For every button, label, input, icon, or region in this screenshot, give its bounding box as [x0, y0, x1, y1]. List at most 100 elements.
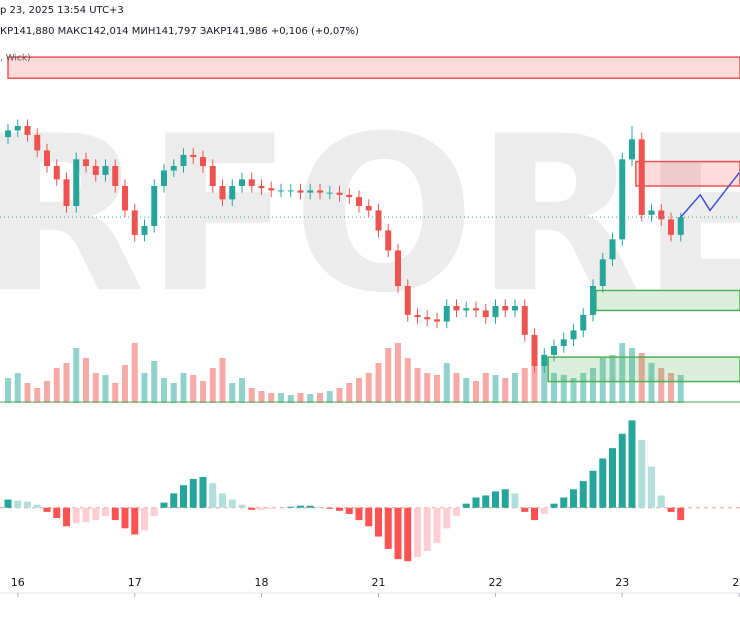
- candle-body: [414, 314, 421, 318]
- x-tick-label: 17: [128, 576, 142, 589]
- volume-bar: [560, 375, 567, 403]
- candle-body: [122, 186, 128, 211]
- histogram-bar: [579, 481, 587, 508]
- candle-body: [297, 190, 304, 193]
- histogram-bar: [638, 439, 646, 508]
- candle-body: [63, 179, 70, 206]
- candle-body: [551, 346, 557, 355]
- candle-body: [521, 306, 528, 335]
- histogram-bar: [540, 507, 548, 514]
- volume-bar: [219, 358, 226, 403]
- candle-body: [404, 286, 411, 315]
- volume-bar: [668, 373, 674, 403]
- x-tick-label: 24: [732, 576, 740, 589]
- candle-body: [658, 210, 665, 220]
- histogram-bar: [248, 507, 256, 510]
- volume-bar: [492, 375, 499, 403]
- histogram-bar: [677, 507, 685, 521]
- histogram-bar: [462, 503, 470, 508]
- volume-bar: [658, 368, 665, 403]
- candle-body: [395, 250, 401, 286]
- histogram-bar: [336, 507, 343, 511]
- histogram-bar: [550, 503, 558, 508]
- histogram-bar: [394, 507, 402, 560]
- candle-body: [92, 166, 99, 175]
- histogram-bar: [43, 507, 51, 512]
- candle-body: [638, 139, 645, 215]
- histogram-bar: [501, 489, 509, 508]
- histogram-bar: [189, 479, 197, 508]
- watermark: RFOREX: [0, 89, 740, 340]
- volume-bar: [200, 381, 206, 403]
- histogram-bar: [92, 507, 100, 521]
- zone: [547, 356, 740, 383]
- candle-body: [73, 159, 80, 206]
- candle-body: [34, 134, 41, 151]
- volume-bar: [677, 375, 684, 403]
- volume-bar: [531, 353, 538, 403]
- volume-bar: [551, 373, 557, 403]
- volume-bar: [44, 381, 50, 403]
- volume-bar: [63, 363, 70, 403]
- candle-body: [375, 210, 382, 231]
- histogram-bar: [657, 495, 665, 508]
- histogram-bar: [531, 507, 538, 521]
- volume-bar: [326, 391, 333, 403]
- candle-body: [278, 190, 284, 192]
- volume-bar: [609, 355, 616, 403]
- volume-bar: [648, 363, 655, 403]
- histogram-bar: [628, 420, 636, 508]
- candle-body: [209, 166, 216, 186]
- volume-bar: [297, 393, 304, 403]
- histogram-bar: [267, 507, 275, 509]
- volume-bar: [541, 363, 548, 403]
- volume-bar: [190, 375, 197, 403]
- histogram-bar: [63, 507, 70, 527]
- histogram-bar: [345, 507, 353, 514]
- candle-body: [385, 230, 392, 251]
- zone: [595, 289, 740, 312]
- volume-bar: [434, 375, 440, 403]
- candle-body: [239, 179, 245, 186]
- zone: [7, 56, 740, 79]
- histogram-bar: [53, 507, 61, 519]
- histogram-bar: [170, 493, 178, 508]
- histogram-bar: [648, 466, 655, 508]
- ohlc-summary: КР141,880 МАКС142,014 МИН141,797 ЗАКР141…: [0, 26, 359, 37]
- volume-bar: [92, 373, 99, 403]
- candle-body: [268, 188, 275, 191]
- volume-bar: [131, 343, 138, 403]
- candle-body: [346, 194, 353, 198]
- volume-bar: [385, 348, 392, 403]
- volume-bar: [170, 383, 177, 403]
- histogram-bar: [433, 507, 441, 543]
- histogram-bar: [453, 507, 460, 516]
- volume-bar: [346, 383, 353, 403]
- candle-body: [44, 150, 50, 166]
- histogram-bar: [404, 507, 412, 562]
- histogram-bar: [423, 507, 431, 551]
- volume-bar: [83, 358, 89, 403]
- candle-body: [200, 157, 206, 166]
- volume-bar: [512, 373, 518, 403]
- candle-body: [356, 197, 362, 206]
- candle-body: [677, 217, 684, 235]
- candle-body: [541, 354, 548, 366]
- volume-bar: [53, 368, 60, 403]
- volume-bar: [122, 365, 128, 403]
- histogram-bar: [306, 505, 314, 508]
- candle-body: [317, 190, 323, 193]
- x-tick-label: 16: [11, 576, 25, 589]
- histogram-bar: [72, 507, 80, 524]
- volume-bar: [141, 373, 148, 403]
- volume-bar: [248, 388, 255, 403]
- histogram-bar: [150, 507, 158, 516]
- candle-body: [512, 306, 518, 311]
- candle-body: [453, 306, 460, 311]
- volume-bar: [336, 388, 343, 403]
- histogram-bar: [287, 506, 295, 508]
- histogram-bar: [121, 507, 129, 529]
- volume-bar: [209, 368, 216, 403]
- histogram-bar: [4, 499, 12, 508]
- zone: [635, 160, 740, 187]
